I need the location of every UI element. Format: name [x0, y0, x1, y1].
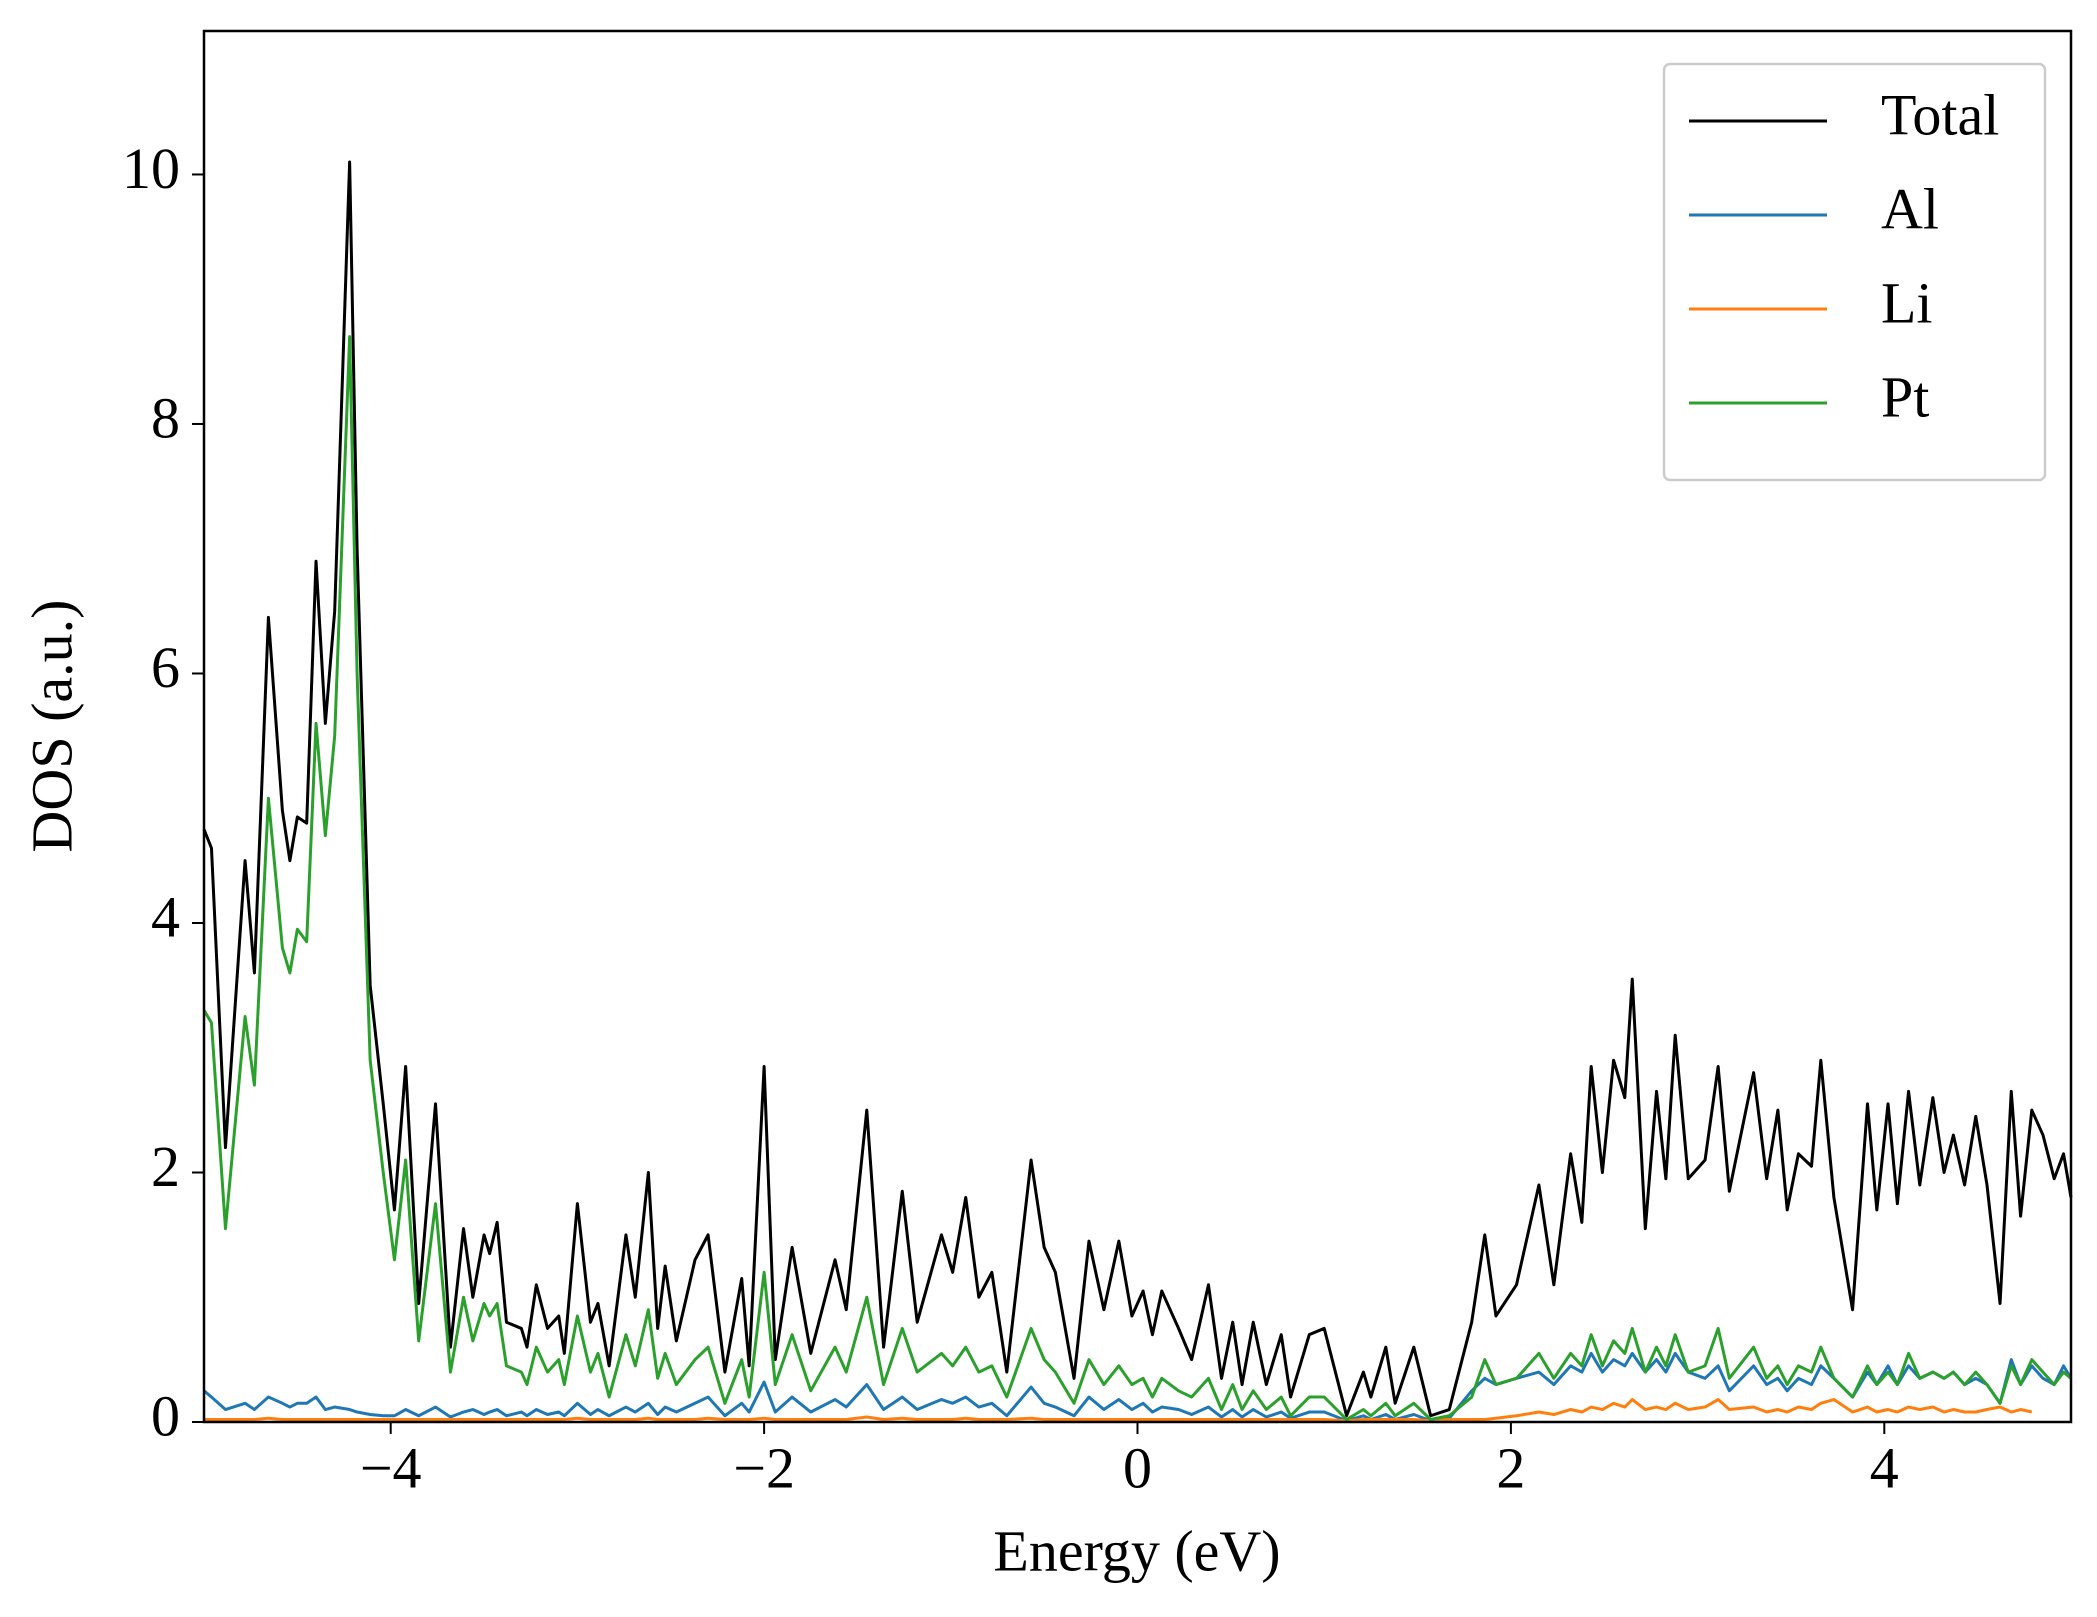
series-line: [204, 1398, 2033, 1423]
legend-label: Al: [1881, 176, 1939, 241]
series-line: [202, 335, 2072, 1421]
y-tick-label: 0: [151, 1383, 180, 1448]
y-tick-label: 4: [151, 884, 180, 949]
y-tick-label: 2: [151, 1134, 180, 1199]
legend-label: Total: [1881, 82, 1999, 147]
series-line: [203, 1351, 2073, 1423]
y-tick-label: 6: [151, 635, 180, 700]
y-tick-label: 8: [151, 385, 180, 450]
legend-label: Li: [1881, 270, 1933, 335]
x-tick-label: 2: [1496, 1435, 1525, 1500]
x-tick-label: 4: [1870, 1435, 1899, 1500]
x-tick-label: −2: [733, 1435, 795, 1500]
y-axis-label: DOS (a.u.): [19, 600, 84, 853]
x-axis-label: Energy (eV): [993, 1518, 1280, 1583]
legend-label: Pt: [1881, 364, 1929, 429]
plot-frame: [202, 29, 2073, 1424]
series-line: [202, 160, 2073, 1418]
x-tick-label: −4: [360, 1435, 422, 1500]
x-tick-label: 0: [1123, 1435, 1152, 1500]
legend-box: [1662, 62, 2047, 482]
y-tick-label: 10: [122, 136, 180, 201]
